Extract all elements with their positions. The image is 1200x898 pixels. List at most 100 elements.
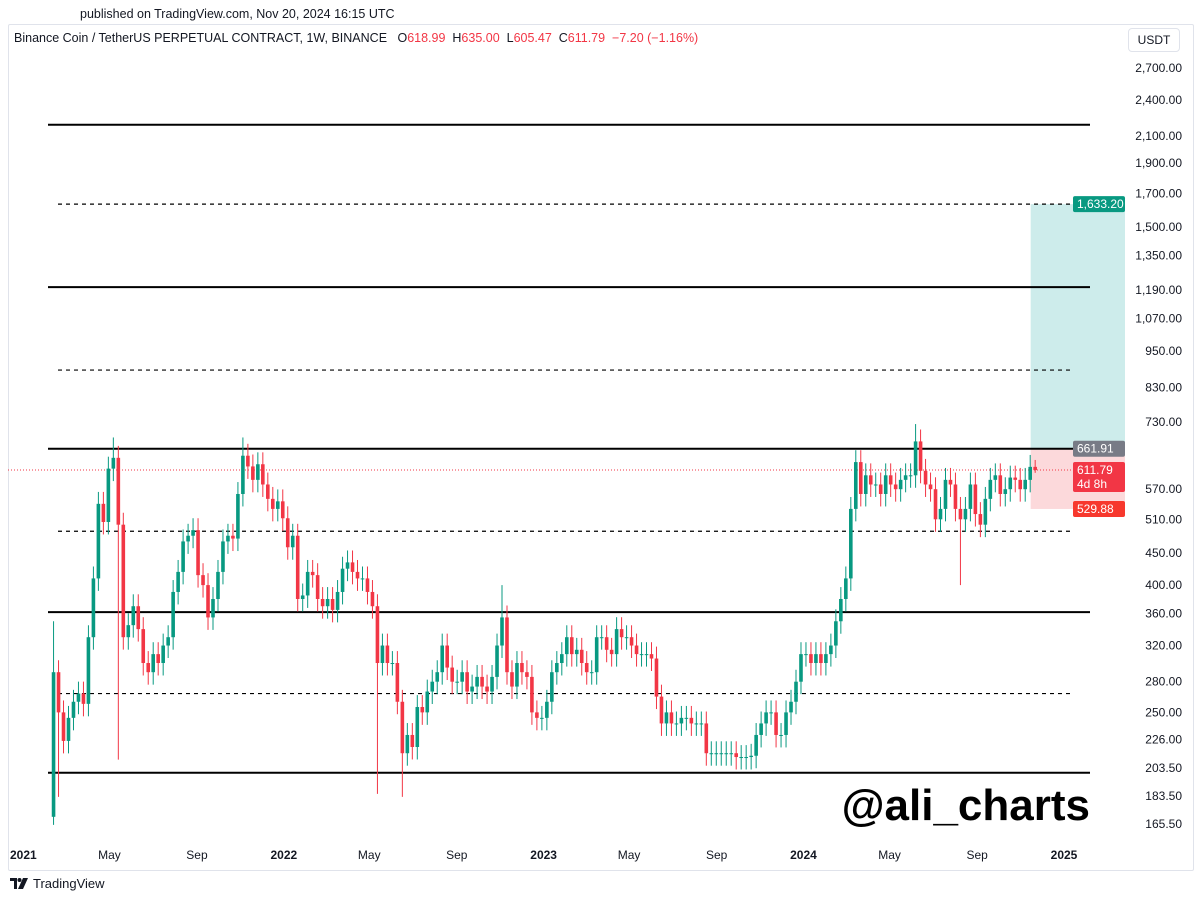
watermark: @ali_charts	[842, 781, 1090, 830]
candle	[530, 664, 534, 725]
candle-body	[181, 541, 185, 572]
candle	[749, 743, 753, 770]
candle	[903, 463, 908, 493]
candle	[266, 472, 270, 512]
candle-body	[360, 578, 365, 580]
time-tick-label: 2024	[790, 848, 817, 862]
candle-body	[535, 712, 539, 718]
candle-body	[958, 508, 963, 520]
candle-body	[644, 654, 649, 656]
currency-button[interactable]: USDT	[1128, 28, 1180, 52]
candle	[445, 633, 449, 681]
candle	[714, 741, 719, 766]
candle	[948, 467, 953, 497]
candle-body	[490, 676, 494, 692]
candle	[256, 452, 260, 493]
candle-body	[530, 676, 534, 713]
candle	[789, 689, 793, 725]
candle	[515, 651, 519, 700]
candle	[938, 496, 943, 532]
price-tick-label: 2,100.00	[1135, 129, 1182, 143]
candle-body	[370, 591, 375, 607]
candle-body	[315, 575, 320, 599]
candle-body	[799, 654, 803, 682]
candle-body	[1033, 466, 1037, 471]
candle	[166, 625, 170, 659]
candle	[764, 700, 768, 736]
candle	[560, 642, 564, 676]
candle	[634, 633, 639, 667]
candle	[211, 587, 215, 630]
price-tick-label: 360.00	[1145, 607, 1182, 621]
candle	[370, 580, 375, 619]
candle	[86, 625, 91, 717]
candle-body	[868, 475, 873, 485]
candle-body	[878, 484, 883, 494]
candle	[614, 617, 619, 667]
time-tick-label: 2025	[1051, 848, 1078, 862]
candle-body	[888, 475, 893, 485]
candle	[385, 633, 390, 676]
candle	[574, 637, 579, 667]
candle-body	[410, 734, 415, 747]
tradingview-brand[interactable]: TradingView	[10, 876, 105, 891]
candle	[724, 741, 729, 766]
candle	[844, 566, 848, 612]
candle-body	[1013, 477, 1018, 480]
symbol-title[interactable]: Binance Coin / TetherUS PERPETUAL CONTRA…	[14, 31, 388, 45]
candle-body	[275, 501, 280, 509]
candle-body	[520, 663, 524, 673]
candle	[569, 625, 574, 667]
candle-body	[310, 571, 315, 576]
candle-body	[420, 707, 425, 713]
candle-body	[510, 672, 514, 687]
low-value: 605.47	[513, 31, 552, 45]
candle	[61, 700, 66, 754]
chart-pane[interactable]	[8, 24, 1194, 871]
candle	[251, 454, 255, 493]
candle	[156, 642, 160, 676]
candle	[649, 642, 654, 672]
time-tick-label: Sep	[186, 848, 208, 862]
candle	[51, 621, 56, 825]
candle	[849, 496, 853, 591]
candle-body	[988, 479, 993, 499]
candle	[908, 463, 913, 488]
price-tick-label: 1,070.00	[1135, 312, 1182, 326]
candle	[694, 711, 699, 736]
candle-body	[938, 508, 943, 520]
candle-body	[1008, 477, 1013, 490]
candle-body	[300, 595, 305, 599]
candle-body	[978, 514, 983, 525]
candle	[799, 642, 803, 695]
candle-body	[176, 571, 180, 592]
candle-body	[719, 753, 724, 755]
candle-body	[495, 645, 499, 677]
candle-body	[216, 571, 220, 599]
candle	[679, 705, 684, 736]
candle	[325, 587, 330, 619]
candle-body	[684, 717, 689, 719]
candle	[320, 587, 325, 619]
candle	[196, 518, 200, 588]
candle	[873, 472, 878, 497]
candle	[734, 741, 739, 770]
candle	[684, 705, 689, 731]
candle-body	[540, 717, 544, 719]
candle-body	[285, 518, 290, 548]
candle	[425, 679, 430, 725]
candle-body	[963, 508, 968, 520]
candle	[709, 741, 714, 766]
candle	[460, 660, 464, 695]
candle-body	[1028, 466, 1032, 480]
time-tick-label: May	[358, 848, 381, 862]
candle	[654, 646, 659, 710]
candle	[440, 633, 445, 685]
candle	[181, 529, 185, 585]
candle	[804, 642, 808, 667]
candle-body	[694, 723, 699, 725]
candle-body	[569, 637, 574, 655]
candle-body	[111, 457, 116, 469]
price-tick-label: 2,400.00	[1135, 93, 1182, 107]
